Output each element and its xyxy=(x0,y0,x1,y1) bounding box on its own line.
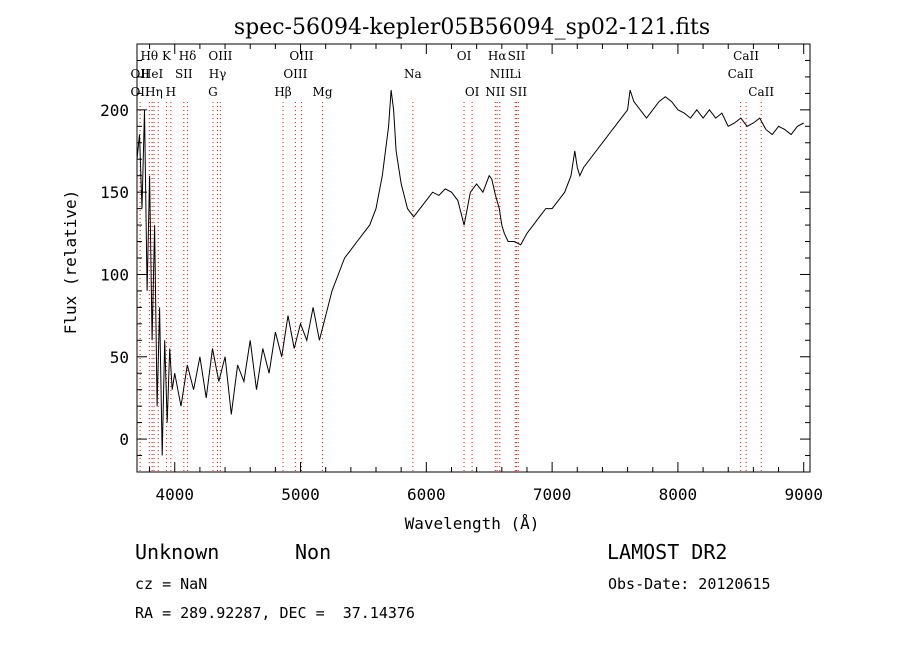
spectral-line-label: Hη xyxy=(145,85,163,99)
chart-title: spec-56094-kepler05B56094_sp02-121.fits xyxy=(234,15,710,40)
y-tick-label: 50 xyxy=(110,348,129,367)
spectral-line-label: Hγ xyxy=(209,67,227,81)
y-tick-label: 200 xyxy=(100,101,129,120)
y-tick-label: 0 xyxy=(119,430,129,449)
spectral-line-label: OI xyxy=(465,85,480,99)
x-axis: 4000 5000 6000 7000 8000 9000 xyxy=(149,44,823,504)
y-tick-label: 150 xyxy=(100,183,129,202)
spectrum-line xyxy=(136,89,804,456)
spectral-line-label: Hβ xyxy=(274,85,291,99)
y-tick-label: 100 xyxy=(100,265,129,284)
spectral-line-label: NII xyxy=(485,85,505,99)
spectral-line-label: SII xyxy=(508,49,526,63)
x-tick-label: 6000 xyxy=(407,485,446,504)
object-subclass: Non xyxy=(295,540,332,564)
redshift-cz: cz = NaN xyxy=(135,575,208,593)
spectral-line-markers: OII OII Hθ HeI Hη K H SII Hδ G Hγ OIII Hβ OIII OIII Mg N… xyxy=(130,49,774,472)
x-tick-label: 8000 xyxy=(659,485,698,504)
object-class: Unknown xyxy=(135,540,220,564)
spectral-line-label: CaII xyxy=(733,49,759,63)
spectral-line-label: OIII xyxy=(283,67,307,81)
spectral-line-label: CaII xyxy=(748,85,774,99)
x-tick-label: 7000 xyxy=(533,485,572,504)
spectral-line-label: OIII xyxy=(289,49,313,63)
spectral-line-label: Na xyxy=(404,67,422,81)
x-tick-label: 4000 xyxy=(155,485,194,504)
y-axis: 0 50 100 150 200 xyxy=(100,43,810,473)
x-axis-label: Wavelength (Å) xyxy=(405,514,540,533)
x-tick-label: 5000 xyxy=(281,485,320,504)
spectral-line-label: OII xyxy=(130,67,150,81)
survey-name: LAMOST DR2 xyxy=(607,540,728,564)
spectral-line-label: OIII xyxy=(208,49,232,63)
spectral-line-label: Hα xyxy=(488,49,507,63)
spectral-line-label: Mg xyxy=(313,85,333,99)
spectral-line-label: OI xyxy=(457,49,472,63)
spectral-line-label: Li xyxy=(509,67,521,81)
plot-frame xyxy=(136,43,811,473)
coordinates: RA = 289.92287, DEC = 37.14376 xyxy=(135,604,415,622)
spectral-line-label: Hθ xyxy=(140,49,158,63)
observation-date: Obs-Date: 20120615 xyxy=(608,575,771,593)
spectral-line-label: OII xyxy=(130,85,150,99)
spectral-line-label: SII xyxy=(175,67,193,81)
spectral-line-label: SII xyxy=(509,85,527,99)
spectral-line-label: NII xyxy=(490,67,510,81)
spectral-line-label: Hδ xyxy=(179,49,197,63)
x-tick-label: 9000 xyxy=(784,485,823,504)
spectral-line-label: CaII xyxy=(728,67,754,81)
spectral-line-label: H xyxy=(166,85,176,99)
spectral-line-label: HeI xyxy=(141,67,164,81)
spectral-line-label: K xyxy=(162,49,172,63)
y-axis-label: Flux (relative) xyxy=(61,190,80,335)
spectral-line-label: G xyxy=(208,85,218,99)
